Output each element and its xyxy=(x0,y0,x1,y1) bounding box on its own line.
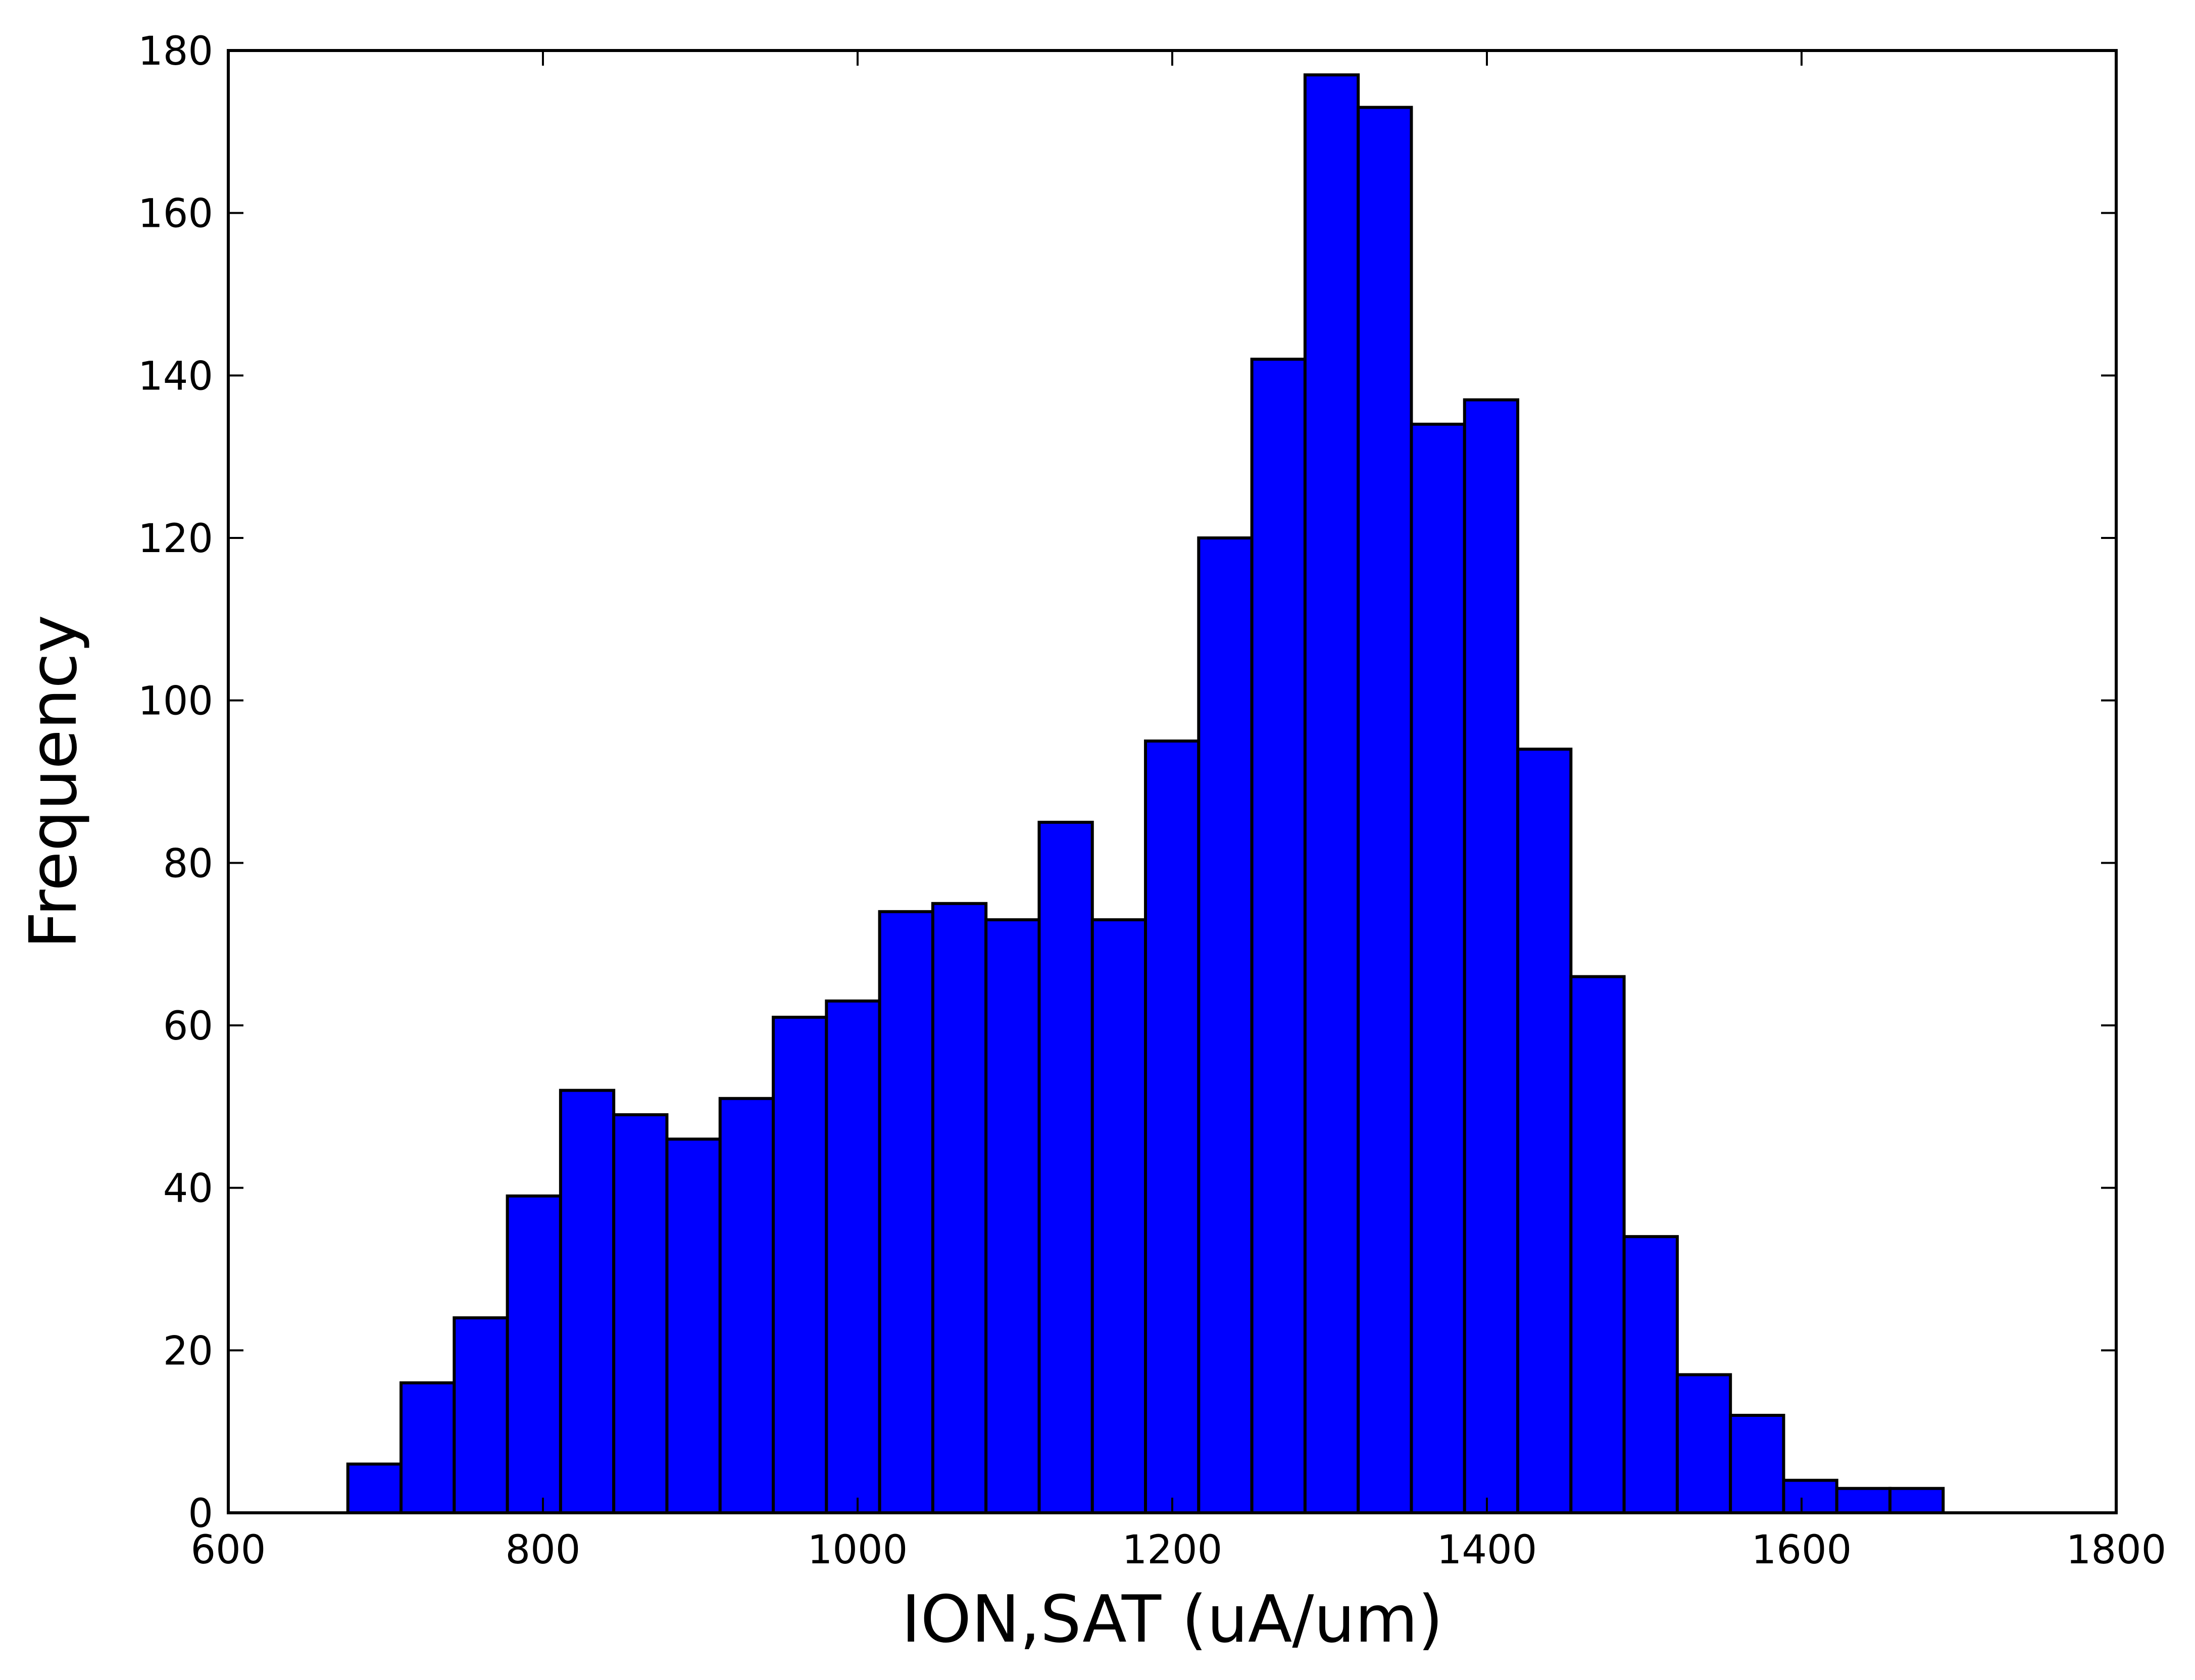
y-tick-label: 180 xyxy=(138,29,213,74)
histogram-bar xyxy=(1144,739,1201,1514)
x-tick-label: 1400 xyxy=(1437,1527,1537,1573)
histogram-bar xyxy=(772,1015,828,1514)
y-tick-label: 0 xyxy=(188,1491,213,1537)
x-tick-label: 1600 xyxy=(1752,1527,1852,1573)
plot-frame xyxy=(227,49,2118,1514)
y-tick-label: 100 xyxy=(138,679,213,724)
histogram-bar xyxy=(718,1097,775,1514)
bars-layer xyxy=(346,73,1945,1515)
y-axis-title: Frequency xyxy=(16,615,91,949)
histogram-bar xyxy=(559,1089,616,1515)
histogram-bar xyxy=(1090,918,1148,1514)
histogram-bar xyxy=(400,1381,456,1515)
histogram-bar xyxy=(1569,975,1626,1514)
histogram-bar xyxy=(1622,1235,1679,1515)
histogram-bar xyxy=(931,902,988,1514)
histogram-bar xyxy=(506,1194,562,1514)
histogram-bar xyxy=(1729,1414,1785,1514)
histogram-bar xyxy=(1037,820,1094,1514)
x-tick-label: 1000 xyxy=(808,1527,908,1573)
histogram-bar xyxy=(453,1316,509,1514)
histogram-bar xyxy=(1516,748,1573,1514)
x-tick-label: 800 xyxy=(506,1527,581,1573)
y-tick-label: 60 xyxy=(163,1004,213,1049)
histogram-bar xyxy=(665,1138,722,1515)
x-tick-label: 1800 xyxy=(2066,1527,2167,1573)
y-tick-label: 40 xyxy=(163,1166,213,1212)
histogram-bar xyxy=(612,1113,669,1515)
histogram-bar xyxy=(1303,73,1360,1514)
histogram-bar xyxy=(346,1462,403,1514)
y-tick-label: 80 xyxy=(163,841,213,886)
histogram-bar xyxy=(1675,1373,1732,1514)
histogram-bar xyxy=(825,999,881,1514)
histogram-bar xyxy=(1888,1487,1945,1514)
y-tick-label: 20 xyxy=(163,1328,213,1374)
ticks-layer: 600 800 1000 1200 1400 1600 1800 0 20 40 60 80 100 12… xyxy=(138,29,2166,1573)
histogram-bar xyxy=(1782,1478,1838,1515)
histogram-bar xyxy=(1410,422,1466,1515)
histogram-bar xyxy=(878,910,934,1514)
x-tick-label: 1200 xyxy=(1122,1527,1223,1573)
histogram-bar xyxy=(1357,106,1413,1515)
x-tick-label: 600 xyxy=(191,1527,266,1573)
y-tick-label: 120 xyxy=(138,516,213,562)
y-tick-label: 140 xyxy=(138,354,213,399)
histogram-bar xyxy=(1835,1487,1892,1514)
histogram-bar xyxy=(984,918,1041,1514)
x-axis-title: ION,SAT (uA/um) xyxy=(902,1582,1443,1657)
histogram-bar xyxy=(1250,358,1307,1514)
histogram-bar xyxy=(1197,536,1254,1514)
y-tick-label: 160 xyxy=(138,191,213,237)
histogram-bar xyxy=(1463,398,1520,1515)
